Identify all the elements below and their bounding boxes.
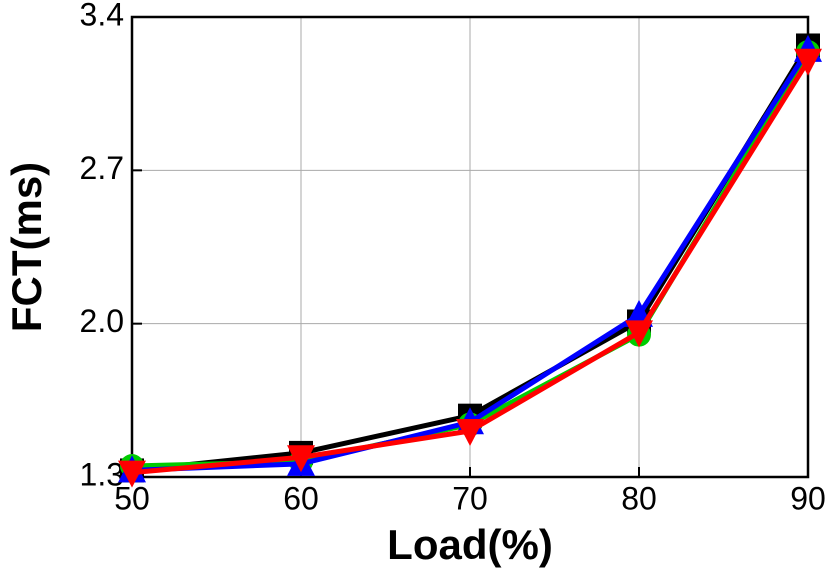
- x-tick-label: 60: [283, 480, 319, 516]
- marker: [456, 419, 484, 446]
- plot-frame: [130, 15, 810, 479]
- marker: [625, 320, 653, 348]
- y-axis-label: FCT(ms): [3, 162, 50, 332]
- marker: [794, 48, 822, 76]
- marker: [118, 460, 146, 488]
- y-tick-label: 1.3: [80, 456, 124, 492]
- x-tick-label: 80: [621, 480, 657, 516]
- x-axis-label: Load(%): [387, 521, 553, 568]
- y-tick-label: 2.0: [80, 303, 124, 339]
- x-tick-label: 90: [790, 480, 826, 516]
- y-tick-label: 2.7: [80, 150, 124, 186]
- x-tick-label: 70: [452, 480, 488, 516]
- marker: [287, 445, 315, 473]
- y-tick-label: 3.4: [80, 0, 124, 32]
